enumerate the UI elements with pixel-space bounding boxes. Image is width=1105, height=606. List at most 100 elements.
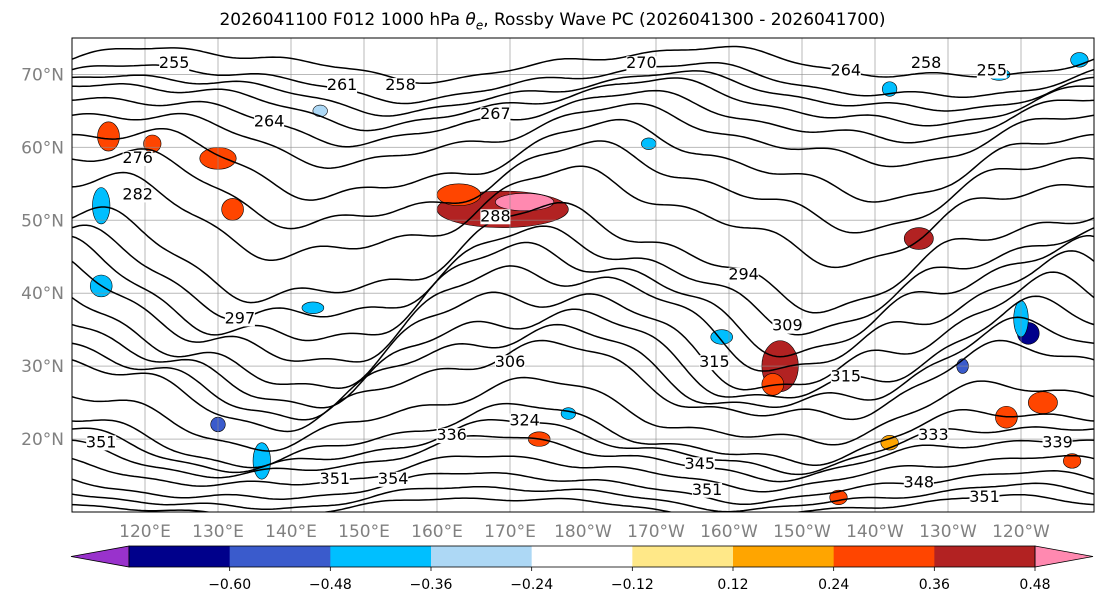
axis-labels: 70°N 60°N 50°N 40°N 30°N 20°N 120°E 130°E 140°E 1… [21,65,1050,542]
title-suffix: , Rossby Wave PC (2026041300 - 202604170… [483,10,886,30]
latitude-tick-label: 50°N [21,211,64,231]
longitude-tick-label: 120°W [992,522,1050,542]
contour-label-background [480,107,511,123]
contour-label: 315 [699,352,730,371]
colorbar-tick-label: 0.12 [717,577,748,593]
latitude-tick-label: 60°N [21,138,64,158]
longitude-tick-label: 130°E [192,522,244,542]
contour-label-background [626,56,657,72]
colorbar-tick-label: −0.36 [410,577,453,593]
colorbar-tick-label: 0.24 [818,577,849,593]
contour-label: 351 [86,432,117,451]
contour-label: 351 [969,487,1000,506]
colorbar-extend-min [70,545,130,568]
contour-label: 282 [122,184,153,203]
contour-label-background [319,471,350,487]
theta-e-contour [72,295,1094,409]
colorbar-tick-label: −0.24 [510,577,553,593]
contour-label: 351 [692,480,723,499]
colorbar-segment [330,546,432,567]
longitude-tick-label: 180°W [554,522,612,542]
contour-label: 276 [122,148,153,167]
contour-label-background [378,471,409,487]
longitude-tick-label: 160°E [411,522,463,542]
contour-label: 255 [159,53,190,72]
contour-label-background [122,150,153,166]
pc-shaded-area [560,407,577,420]
contour-label: 297 [225,308,256,327]
pc-shaded-area [903,227,934,250]
contour-label: 309 [772,316,803,335]
contour-label: 315 [831,367,862,386]
contour-label-background [1042,435,1073,451]
contour-label-background [684,457,715,473]
longitude-tick-label: 170°E [484,522,536,542]
contour-label: 288 [480,206,511,225]
contour-label: 348 [904,472,935,491]
theta-e-contour [72,77,1094,132]
theta-e-contour [72,165,1094,269]
contour-label-background [224,311,255,327]
longitude-tick-label: 150°W [773,522,831,542]
contour-label-background [830,369,861,385]
contour-label-background [903,475,934,491]
colorbar-frame [128,545,1036,568]
contour-label-background [728,267,759,283]
pc-shaded-area [97,121,120,152]
contour-label-background [480,209,511,225]
colorbar: −0.60 −0.48 −0.36 −0.24 −0.12 0.12 0.24 0.36 0.4… [70,545,1094,593]
contour-label-background [254,114,285,130]
contour-label-background [122,187,153,203]
longitude-tick-label: 160°W [700,522,758,542]
contour-label-layer: 255 261 258 264 267 270 276 282 288 294 297 309 315 3… [86,53,1073,506]
title-subscript: e [475,18,484,33]
longitude-tick-label: 150°E [338,522,390,542]
latitude-tick-label: 20°N [21,430,64,450]
colorbar-segment [229,546,331,567]
contour-label-background [830,63,861,79]
contour-label: 351 [320,469,351,488]
contour-label-background [976,63,1007,79]
contour-label-background [692,482,723,498]
contour-label: 255 [977,60,1008,79]
theta-e-contour [72,118,1094,203]
colorbar-tick-label: −0.48 [309,577,352,593]
colorbar-tick-label: 0.36 [919,577,950,593]
map-title: 2026041100 F012 1000 hPa θe, Rossby Wave… [0,10,1105,32]
theta-e-contour [72,61,1094,105]
colorbar-segment [632,546,734,567]
contour-label-background [918,428,949,444]
theta-e-contour [72,102,1094,169]
latitude-tick-label: 30°N [21,357,64,377]
theta-e-contour [72,454,1094,493]
contour-label: 264 [254,112,285,131]
theta-e-contour [72,376,1094,452]
theta-e-contour [72,250,1094,372]
contour-label-background [385,78,416,94]
theta-e-contour [72,402,1094,469]
colorbar-segment [934,546,1036,567]
theta-e-contour [72,482,1094,512]
contour-label: 294 [728,265,759,284]
longitude-tick-label: 170°W [627,522,685,542]
pc-shaded-area [301,301,325,314]
theta-e-contour [72,45,1094,85]
contour-label: 267 [480,104,511,123]
colorbar-extend-max [1034,545,1094,568]
contour-label: 339 [1042,432,1073,451]
theta-e-contour [72,235,1094,358]
contour-label: 336 [436,425,467,444]
contour-label: 306 [495,352,526,371]
contour-label: 345 [685,454,716,473]
latitude-tick-label: 70°N [21,65,64,85]
contour-label: 258 [385,75,416,94]
contour-label: 264 [831,60,862,79]
theta-e-contour [72,70,1094,117]
colorbar-segment [431,546,533,567]
theta-e-contour [72,493,1094,512]
title-symbol: θ [465,10,476,30]
contour-label: 324 [509,410,540,429]
colorbar-tick-label: 0.48 [1019,577,1050,593]
contour-layer [72,45,1094,512]
